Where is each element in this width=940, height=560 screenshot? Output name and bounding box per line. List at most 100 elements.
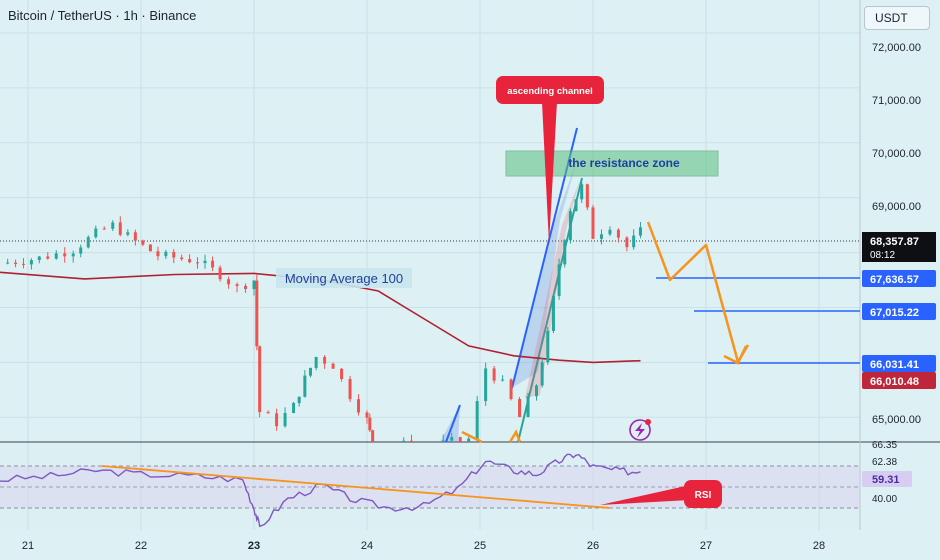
price-axis: 72,000.00 71,000.00 70,000.00 69,000.00 …: [862, 42, 936, 505]
time-tick: 28: [813, 540, 825, 552]
candle: [475, 395, 479, 442]
candle-body: [29, 260, 33, 265]
candle-body: [501, 379, 505, 381]
candle-body: [585, 184, 589, 208]
candle-body: [196, 262, 199, 264]
candle-body: [164, 251, 168, 257]
candle: [252, 280, 256, 296]
candle: [563, 239, 567, 268]
candle: [638, 222, 642, 239]
time-tick: 24: [361, 540, 373, 552]
candle: [111, 220, 115, 232]
candle: [551, 294, 555, 334]
candle: [580, 181, 584, 203]
rsi-line: [0, 453, 641, 528]
candle-body: [492, 368, 496, 381]
candle-body: [365, 412, 369, 418]
candle: [258, 345, 262, 418]
candle-body: [309, 367, 312, 376]
candle-body: [148, 244, 152, 252]
time-axis: 21 22 23 24 25 26 27 28: [22, 540, 825, 552]
candle: [402, 437, 406, 442]
chart-title: Bitcoin / TetherUS · 1h · Binance: [8, 8, 197, 23]
candle: [458, 436, 462, 442]
candle-body: [368, 417, 372, 431]
ma-badge-text: 66,010.48: [870, 376, 919, 388]
candle: [37, 256, 41, 264]
candle: [255, 274, 259, 351]
rsi-callout-label: RSI: [695, 490, 712, 501]
candle-body: [54, 253, 58, 259]
candle: [625, 236, 629, 252]
candle-body: [63, 253, 67, 257]
candle-body: [535, 385, 538, 397]
current-price-countdown: 08:12: [870, 250, 895, 261]
candle-body: [37, 256, 41, 261]
candle-body: [14, 262, 18, 264]
channel-early-line: [445, 404, 461, 443]
time-tick: 23: [248, 540, 260, 552]
projection-early-1: [461, 430, 483, 444]
lightning-bolt: [635, 423, 645, 438]
candle: [585, 183, 589, 211]
candle-body: [266, 412, 270, 414]
candle: [348, 375, 352, 402]
candle-body: [111, 222, 115, 229]
candle: [266, 410, 270, 414]
ma-label-bg: [276, 268, 412, 288]
candle-body: [218, 267, 222, 280]
candle-body: [303, 375, 307, 397]
candle: [509, 378, 513, 401]
candle: [492, 365, 496, 384]
candle-body: [441, 440, 445, 442]
price-tick: 70,000.00: [872, 148, 921, 160]
candle: [126, 229, 130, 237]
candle: [196, 257, 199, 269]
candle: [409, 434, 413, 442]
level-badge-2-text: 67,015.22: [870, 307, 919, 319]
candle: [540, 357, 544, 388]
lightning-dot: [645, 419, 651, 425]
candle: [616, 228, 620, 243]
candle-body: [314, 357, 318, 368]
candle-body: [141, 240, 145, 245]
candle-body: [409, 440, 413, 442]
candle-body: [357, 399, 361, 413]
candle-body: [546, 330, 550, 363]
candle-body: [102, 228, 106, 230]
candle: [218, 265, 222, 282]
candle: [568, 208, 572, 244]
candle: [71, 250, 75, 263]
candle-body: [252, 280, 256, 290]
candle-body: [475, 401, 479, 439]
time-axis-bg: [0, 530, 940, 560]
rsi-callout-pointer: [600, 485, 690, 505]
candle-body: [402, 440, 406, 442]
candle-body: [203, 260, 207, 264]
candle-body: [79, 247, 83, 254]
candle: [156, 246, 160, 261]
candle-body: [599, 234, 603, 239]
candle-body: [526, 396, 530, 418]
candle-body: [258, 346, 262, 413]
candle-body: [458, 437, 462, 442]
candle-body: [94, 228, 98, 238]
level-badge-1: [862, 270, 936, 287]
candle-body: [21, 263, 25, 265]
candle: [501, 375, 505, 382]
candle-body: [340, 368, 344, 380]
candle-body: [156, 251, 160, 257]
price-tick: 72,000.00: [872, 42, 921, 54]
candle: [133, 229, 137, 246]
candle: [275, 408, 279, 431]
rsi-tick: 40.00: [872, 494, 897, 505]
candle: [14, 259, 18, 268]
current-price-value: 68,357.87: [870, 236, 919, 248]
candle: [203, 254, 207, 269]
candle-body: [133, 232, 137, 241]
currency-selector[interactable]: USDT: [864, 6, 930, 30]
candle-body: [126, 232, 130, 235]
lightning-icon[interactable]: [629, 419, 651, 441]
